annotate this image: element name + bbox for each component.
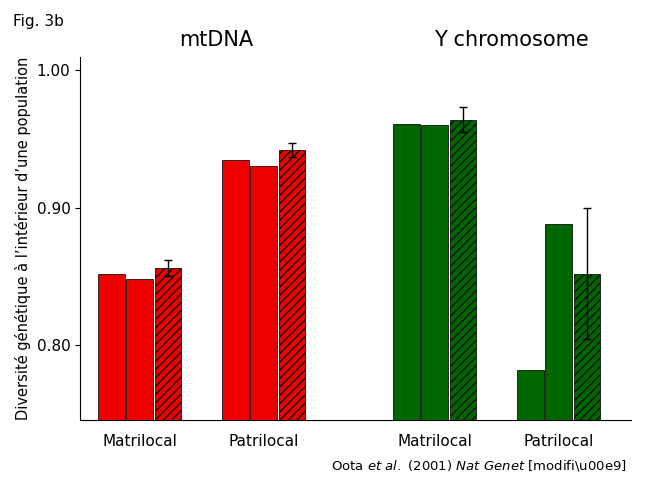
Text: Fig. 3b: Fig. 3b bbox=[13, 14, 64, 29]
Bar bbox=[251, 167, 277, 421]
Bar bbox=[393, 124, 420, 421]
Bar bbox=[98, 273, 125, 421]
Bar bbox=[517, 369, 544, 421]
Bar bbox=[222, 159, 249, 421]
Bar bbox=[545, 224, 572, 421]
Bar bbox=[278, 150, 306, 421]
Text: mtDNA: mtDNA bbox=[179, 29, 253, 50]
Bar bbox=[127, 279, 153, 421]
Text: Y chromosome: Y chromosome bbox=[433, 29, 589, 50]
Bar bbox=[450, 120, 477, 421]
Y-axis label: Diversité génétique à l’intérieur d’une population: Diversité génétique à l’intérieur d’une … bbox=[15, 57, 31, 420]
Bar bbox=[154, 268, 182, 421]
Bar bbox=[421, 125, 448, 421]
Text: Oota $\it{et\ al.}$ (2001) $\it{Nat\ Genet}$ [modifi\u00e9]: Oota $\it{et\ al.}$ (2001) $\it{Nat\ Gen… bbox=[331, 458, 627, 473]
Bar bbox=[574, 273, 601, 421]
